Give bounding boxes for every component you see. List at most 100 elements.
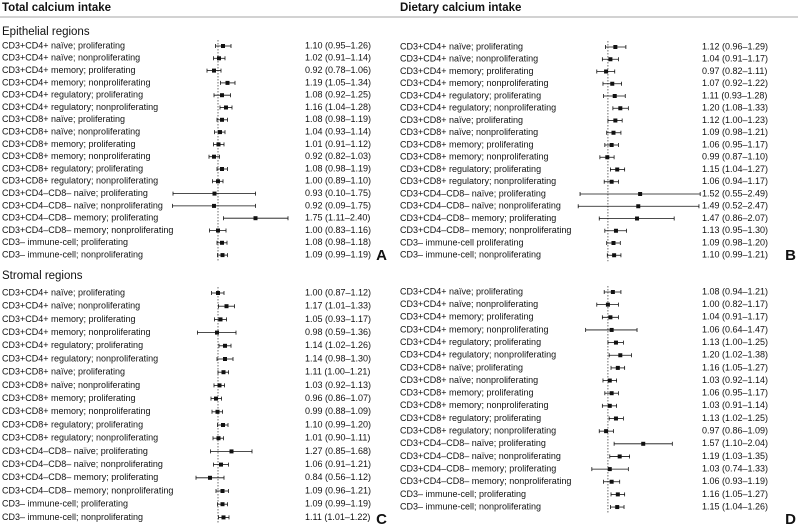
value-label: 1.15 (1.04–1.27) [702, 164, 768, 174]
estimate-marker [217, 56, 221, 61]
value-label: 1.09 (0.96–1.21) [305, 485, 371, 495]
estimate-marker [214, 396, 218, 401]
row-label: CD3+CD4–CD8– memory; nonproliferating [400, 476, 571, 486]
value-label: 1.11 (1.01–1.22) [305, 512, 370, 522]
value-label: 0.92 (0.09–1.75) [305, 200, 371, 210]
estimate-marker [610, 81, 615, 86]
value-label: 1.06 (0.94–1.17) [702, 176, 768, 186]
row-label: CD3+CD4–CD8– naïve; nonproliferating [400, 451, 561, 461]
estimate-marker [608, 57, 613, 62]
estimate-marker [212, 191, 217, 196]
estimate-marker [610, 290, 615, 294]
estimate-marker [635, 216, 640, 221]
value-label: 0.93 (0.10–1.75) [305, 188, 371, 198]
estimate-marker [607, 378, 612, 383]
estimate-marker [221, 423, 225, 427]
estimate-marker [223, 357, 227, 361]
estimate-marker [613, 118, 618, 123]
estimate-marker [229, 449, 234, 454]
estimate-marker [220, 489, 225, 493]
estimate-marker [216, 291, 220, 295]
value-label: 1.00 (0.82–1.17) [702, 299, 768, 309]
row-label: CD3+CD8+ regulatory; proliferating [400, 164, 541, 174]
value-label: 1.04 (0.91–1.17) [702, 54, 768, 64]
estimate-marker [218, 130, 222, 135]
value-label: 1.16 (1.05–1.27) [702, 362, 768, 372]
estimate-marker [615, 492, 620, 497]
estimate-marker [604, 429, 609, 434]
row-label: CD3+CD4+ regulatory; nonproliferating [2, 102, 158, 112]
row-label: CD3+CD4+ memory; proliferating [400, 66, 534, 76]
estimate-marker [212, 203, 216, 208]
estimate-marker [609, 327, 614, 332]
value-label: 0.97 (0.86–1.09) [702, 426, 768, 436]
value-label: 0.92 (0.82–1.03) [305, 151, 371, 161]
value-label: 1.00 (0.83–1.16) [305, 225, 371, 235]
value-label: 1.11 (0.93–1.28) [702, 90, 767, 100]
row-label: CD3+CD4–CD8– naïve; nonproliferating [2, 459, 163, 469]
estimate-marker [212, 154, 216, 159]
row-label: CD3+CD8+ regulatory; proliferating [2, 419, 143, 429]
value-label: 1.06 (0.93–1.19) [702, 476, 768, 486]
estimate-marker [208, 475, 212, 480]
value-label: 1.06 (0.95–1.17) [702, 388, 768, 398]
value-label: 1.47 (0.86–2.07) [702, 213, 768, 223]
estimate-marker [609, 179, 614, 184]
value-label: 1.01 (0.91–1.12) [305, 139, 371, 149]
row-label: CD3– immune-cell; nonproliferating [2, 512, 143, 522]
value-label: 1.12 (1.00–1.23) [702, 115, 768, 125]
estimate-marker [612, 253, 617, 258]
row-label: CD3+CD4+ naïve; nonproliferating [400, 54, 538, 64]
value-label: 1.06 (0.64–1.47) [702, 324, 768, 334]
row-label: CD3+CD4+ naïve; proliferating [2, 287, 125, 297]
row-label: CD3+CD4+ memory; proliferating [400, 312, 534, 322]
value-label: 1.13 (1.02–1.25) [702, 413, 768, 423]
estimate-marker [220, 117, 224, 122]
value-label: 1.57 (1.10–2.04) [702, 438, 768, 448]
row-label: CD3+CD4+ naïve; nonproliferating [400, 299, 538, 309]
value-label: 1.49 (0.52–2.47) [702, 201, 768, 211]
row-label: CD3+CD4+ memory; nonproliferating [2, 77, 151, 87]
row-label: CD3+CD8+ memory; nonproliferating [2, 151, 151, 161]
value-label: 1.12 (0.96–1.29) [702, 41, 768, 51]
value-label: 1.03 (0.91–1.14) [702, 400, 768, 410]
value-label: 1.17 (1.01–1.33) [305, 301, 371, 311]
estimate-marker [220, 502, 225, 507]
row-label: CD3+CD4–CD8– naïve; proliferating [2, 446, 148, 456]
row-label: CD3– immune-cell; proliferating [2, 237, 128, 247]
value-label: 1.09 (0.98–1.20) [702, 237, 768, 247]
value-label: 1.20 (1.08–1.33) [702, 103, 768, 113]
row-label: CD3+CD4+ naïve; nonproliferating [2, 301, 140, 311]
estimate-marker [605, 302, 610, 307]
estimate-marker [220, 93, 224, 98]
row-label: CD3+CD4+ regulatory; nonproliferating [400, 103, 556, 113]
row-label: CD3+CD4–CD8– naïve; proliferating [400, 188, 546, 198]
row-label: CD3+CD4+ memory; nonproliferating [2, 327, 151, 337]
estimate-marker [253, 216, 258, 221]
value-label: 1.11 (1.00–1.21) [305, 367, 370, 377]
row-label: CD3+CD4–CD8– naïve; proliferating [400, 438, 546, 448]
value-label: 1.75 (1.11–2.40) [305, 213, 370, 223]
estimate-marker [216, 228, 220, 233]
row-label: CD3+CD4+ regulatory; proliferating [400, 337, 541, 347]
estimate-marker [215, 409, 220, 414]
estimate-marker [609, 391, 614, 396]
estimate-marker [609, 143, 614, 147]
column-title: Dietary calcium intake [400, 2, 521, 14]
row-label: CD3+CD4+ memory; nonproliferating [400, 324, 549, 334]
row-label: CD3+CD8+ regulatory; proliferating [400, 413, 541, 423]
estimate-marker [216, 142, 221, 147]
value-label: 1.00 (0.89–1.10) [305, 176, 371, 186]
row-label: CD3+CD4+ regulatory; nonproliferating [400, 350, 556, 360]
estimate-marker [613, 416, 618, 421]
value-label: 1.03 (0.92–1.13) [305, 380, 371, 390]
row-label: CD3+CD8+ naïve; nonproliferating [2, 126, 140, 136]
panel-letter: B [785, 247, 796, 264]
row-label: CD3+CD4+ regulatory; proliferating [400, 90, 541, 100]
value-label: 1.52 (0.55–2.49) [702, 188, 768, 198]
value-label: 1.06 (0.95–1.17) [702, 139, 768, 149]
row-label: CD3+CD8+ memory; proliferating [2, 139, 136, 149]
estimate-marker [224, 304, 229, 309]
row-label: CD3+CD8+ naïve; nonproliferating [400, 375, 538, 385]
row-label: CD3+CD4–CD8– memory; nonproliferating [400, 225, 571, 235]
